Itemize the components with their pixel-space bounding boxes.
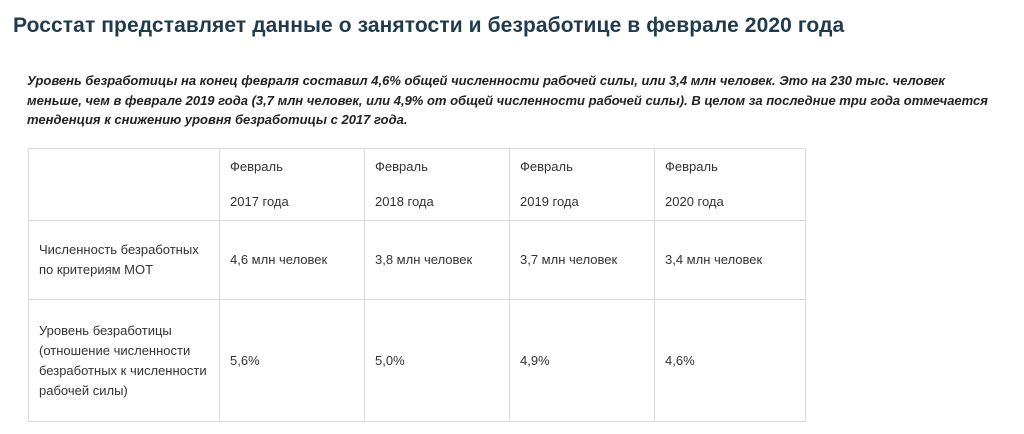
page-title: Росстат представляет данные о занятости …: [13, 14, 845, 37]
row-label: Уровень безработицы (отношение численнос…: [28, 299, 220, 422]
header-year: 2020 года: [665, 194, 724, 209]
header-year: 2017 года: [230, 194, 289, 209]
lead-paragraph: Уровень безработицы на конец февраля сос…: [27, 73, 988, 127]
table-header-cell: Февраль 2019 года: [509, 148, 655, 221]
table-corner-cell: [28, 148, 220, 221]
table-row-unemployed-count: Численность безработных по критериям МОТ…: [28, 220, 806, 300]
header-month: Февраль: [665, 159, 718, 174]
unemployment-table: Февраль 2017 года Февраль 2018 года Февр…: [28, 148, 806, 422]
header-month: Февраль: [520, 159, 573, 174]
table-cell: 5,0%: [364, 299, 510, 422]
table-cell: 4,6 млн человек: [219, 220, 365, 300]
table-header-cell: Февраль 2020 года: [654, 148, 806, 221]
header-year: 2018 года: [375, 194, 434, 209]
table-row-unemployment-rate: Уровень безработицы (отношение численнос…: [28, 299, 806, 422]
table-header-row: Февраль 2017 года Февраль 2018 года Февр…: [28, 148, 806, 221]
header-month: Февраль: [230, 159, 283, 174]
row-label: Численность безработных по критериям МОТ: [28, 220, 220, 300]
table-cell: 3,7 млн человек: [509, 220, 655, 300]
table-cell: 4,9%: [509, 299, 655, 422]
table-cell: 3,8 млн человек: [364, 220, 510, 300]
table-cell: 4,6%: [654, 299, 806, 422]
table-header-cell: Февраль 2018 года: [364, 148, 510, 221]
table-cell: 3,4 млн человек: [654, 220, 806, 300]
header-month: Февраль: [375, 159, 428, 174]
table-cell: 5,6%: [219, 299, 365, 422]
table-header-cell: Февраль 2017 года: [219, 148, 365, 221]
header-year: 2019 года: [520, 194, 579, 209]
